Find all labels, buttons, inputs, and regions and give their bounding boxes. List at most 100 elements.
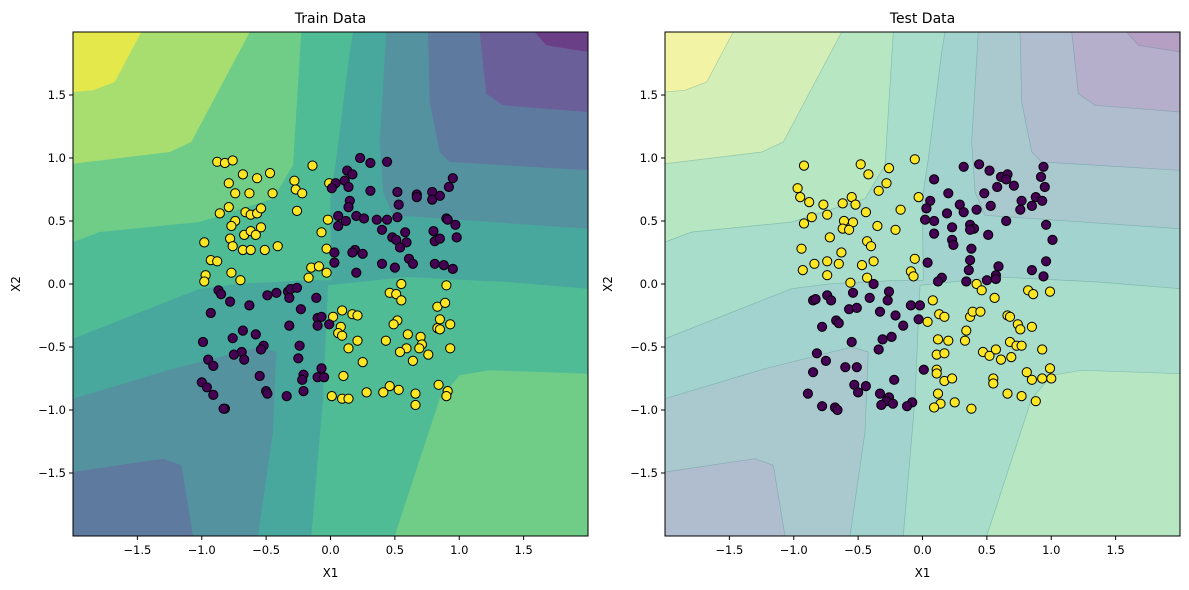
x-tick-label: 0.5 (386, 543, 404, 557)
yellow-point (872, 220, 883, 232)
test-data-panel: Test Data X1 X2 −1.5 −1.0 −0.5 0.0 0.5 1.0 1.5… (601, 11, 1181, 580)
yellow-point (795, 192, 806, 203)
purple-point (371, 214, 382, 225)
contour-band (479, 32, 588, 112)
purple-point (389, 262, 400, 273)
contour-band (73, 458, 193, 536)
purple-point (319, 372, 330, 383)
yellow-point (227, 241, 238, 252)
yellow-point (939, 311, 950, 322)
yellow-point (837, 198, 848, 209)
purple-point (355, 152, 366, 164)
yellow-point (862, 272, 873, 283)
x-tick-label: 1.0 (1042, 543, 1060, 557)
purple-point (329, 247, 340, 258)
purple-point (920, 214, 931, 225)
yellow-point (1016, 391, 1027, 402)
yellow-point (307, 160, 318, 171)
purple-point (429, 258, 440, 269)
purple-point (802, 388, 814, 399)
purple-point (966, 243, 977, 254)
purple-point (873, 344, 884, 355)
yellow-point (949, 397, 960, 408)
purple-point (329, 257, 340, 268)
yellow-point (1030, 396, 1041, 407)
yellow-point (321, 267, 332, 278)
yellow-point (990, 344, 1002, 355)
y-tick-label: 1.0 (48, 151, 66, 165)
purple-point (993, 261, 1004, 272)
purple-point (883, 286, 895, 297)
yellow-point (856, 260, 868, 271)
purple-point (808, 367, 819, 378)
purple-point (1008, 180, 1020, 191)
purple-point (216, 289, 227, 300)
purple-point (882, 295, 893, 306)
purple-point (1015, 204, 1026, 215)
purple-point (874, 306, 886, 317)
purple-point (228, 349, 239, 360)
yellow-point (1026, 374, 1038, 385)
purple-point (961, 276, 972, 287)
purple-point (965, 224, 976, 235)
yellow-point (343, 343, 354, 354)
purple-point (347, 169, 358, 180)
yellow-point (868, 256, 879, 267)
yellow-point (394, 346, 406, 358)
contour-background (73, 32, 588, 536)
purple-point (847, 287, 859, 298)
yellow-point (214, 208, 225, 219)
yellow-point (255, 222, 267, 233)
scatter-points (196, 152, 462, 414)
yellow-point (850, 199, 861, 210)
purple-point (943, 188, 954, 199)
purple-point (451, 232, 462, 243)
yellow-point (361, 387, 372, 398)
purple-point (929, 174, 940, 185)
purple-point (810, 294, 821, 305)
purple-point (979, 188, 990, 199)
purple-point (898, 320, 909, 331)
yellow-point (822, 256, 833, 267)
purple-point (227, 333, 238, 344)
yellow-point (796, 243, 807, 254)
purple-point (905, 300, 917, 311)
yellow-point (995, 354, 1007, 365)
purple-point (877, 334, 888, 345)
yellow-point (908, 271, 919, 282)
y-tick-label: 0.0 (640, 277, 658, 291)
purple-point (447, 173, 458, 184)
purple-point (886, 331, 897, 342)
yellow-point (440, 297, 451, 308)
purple-point (971, 204, 982, 215)
purple-point (1035, 171, 1047, 182)
purple-point (983, 229, 994, 240)
yellow-point (316, 227, 327, 238)
yellow-point (230, 188, 241, 199)
purple-point (1037, 195, 1048, 206)
contour-background (664, 31, 1181, 537)
yellow-point (975, 306, 986, 317)
purple-point (244, 300, 255, 311)
purple-point (851, 302, 862, 313)
purple-point (365, 185, 376, 196)
y-tick-label: 1.5 (640, 88, 658, 102)
purple-point (947, 222, 958, 233)
purple-point (922, 257, 933, 268)
yellow-point (1037, 344, 1048, 355)
y-tick-label: 0.0 (48, 277, 66, 291)
purple-point (271, 287, 282, 298)
yellow-point (806, 212, 817, 223)
purple-point (876, 399, 887, 411)
yellow-point (393, 384, 404, 395)
purple-point (382, 156, 393, 167)
yellow-point (352, 310, 363, 321)
yellow-point (434, 324, 445, 335)
yellow-point (798, 160, 810, 171)
yellow-point (959, 335, 971, 346)
yellow-point (863, 169, 874, 180)
yellow-point (388, 319, 399, 330)
purple-point (958, 207, 969, 218)
purple-point (864, 292, 875, 303)
yellow-point (272, 241, 283, 252)
